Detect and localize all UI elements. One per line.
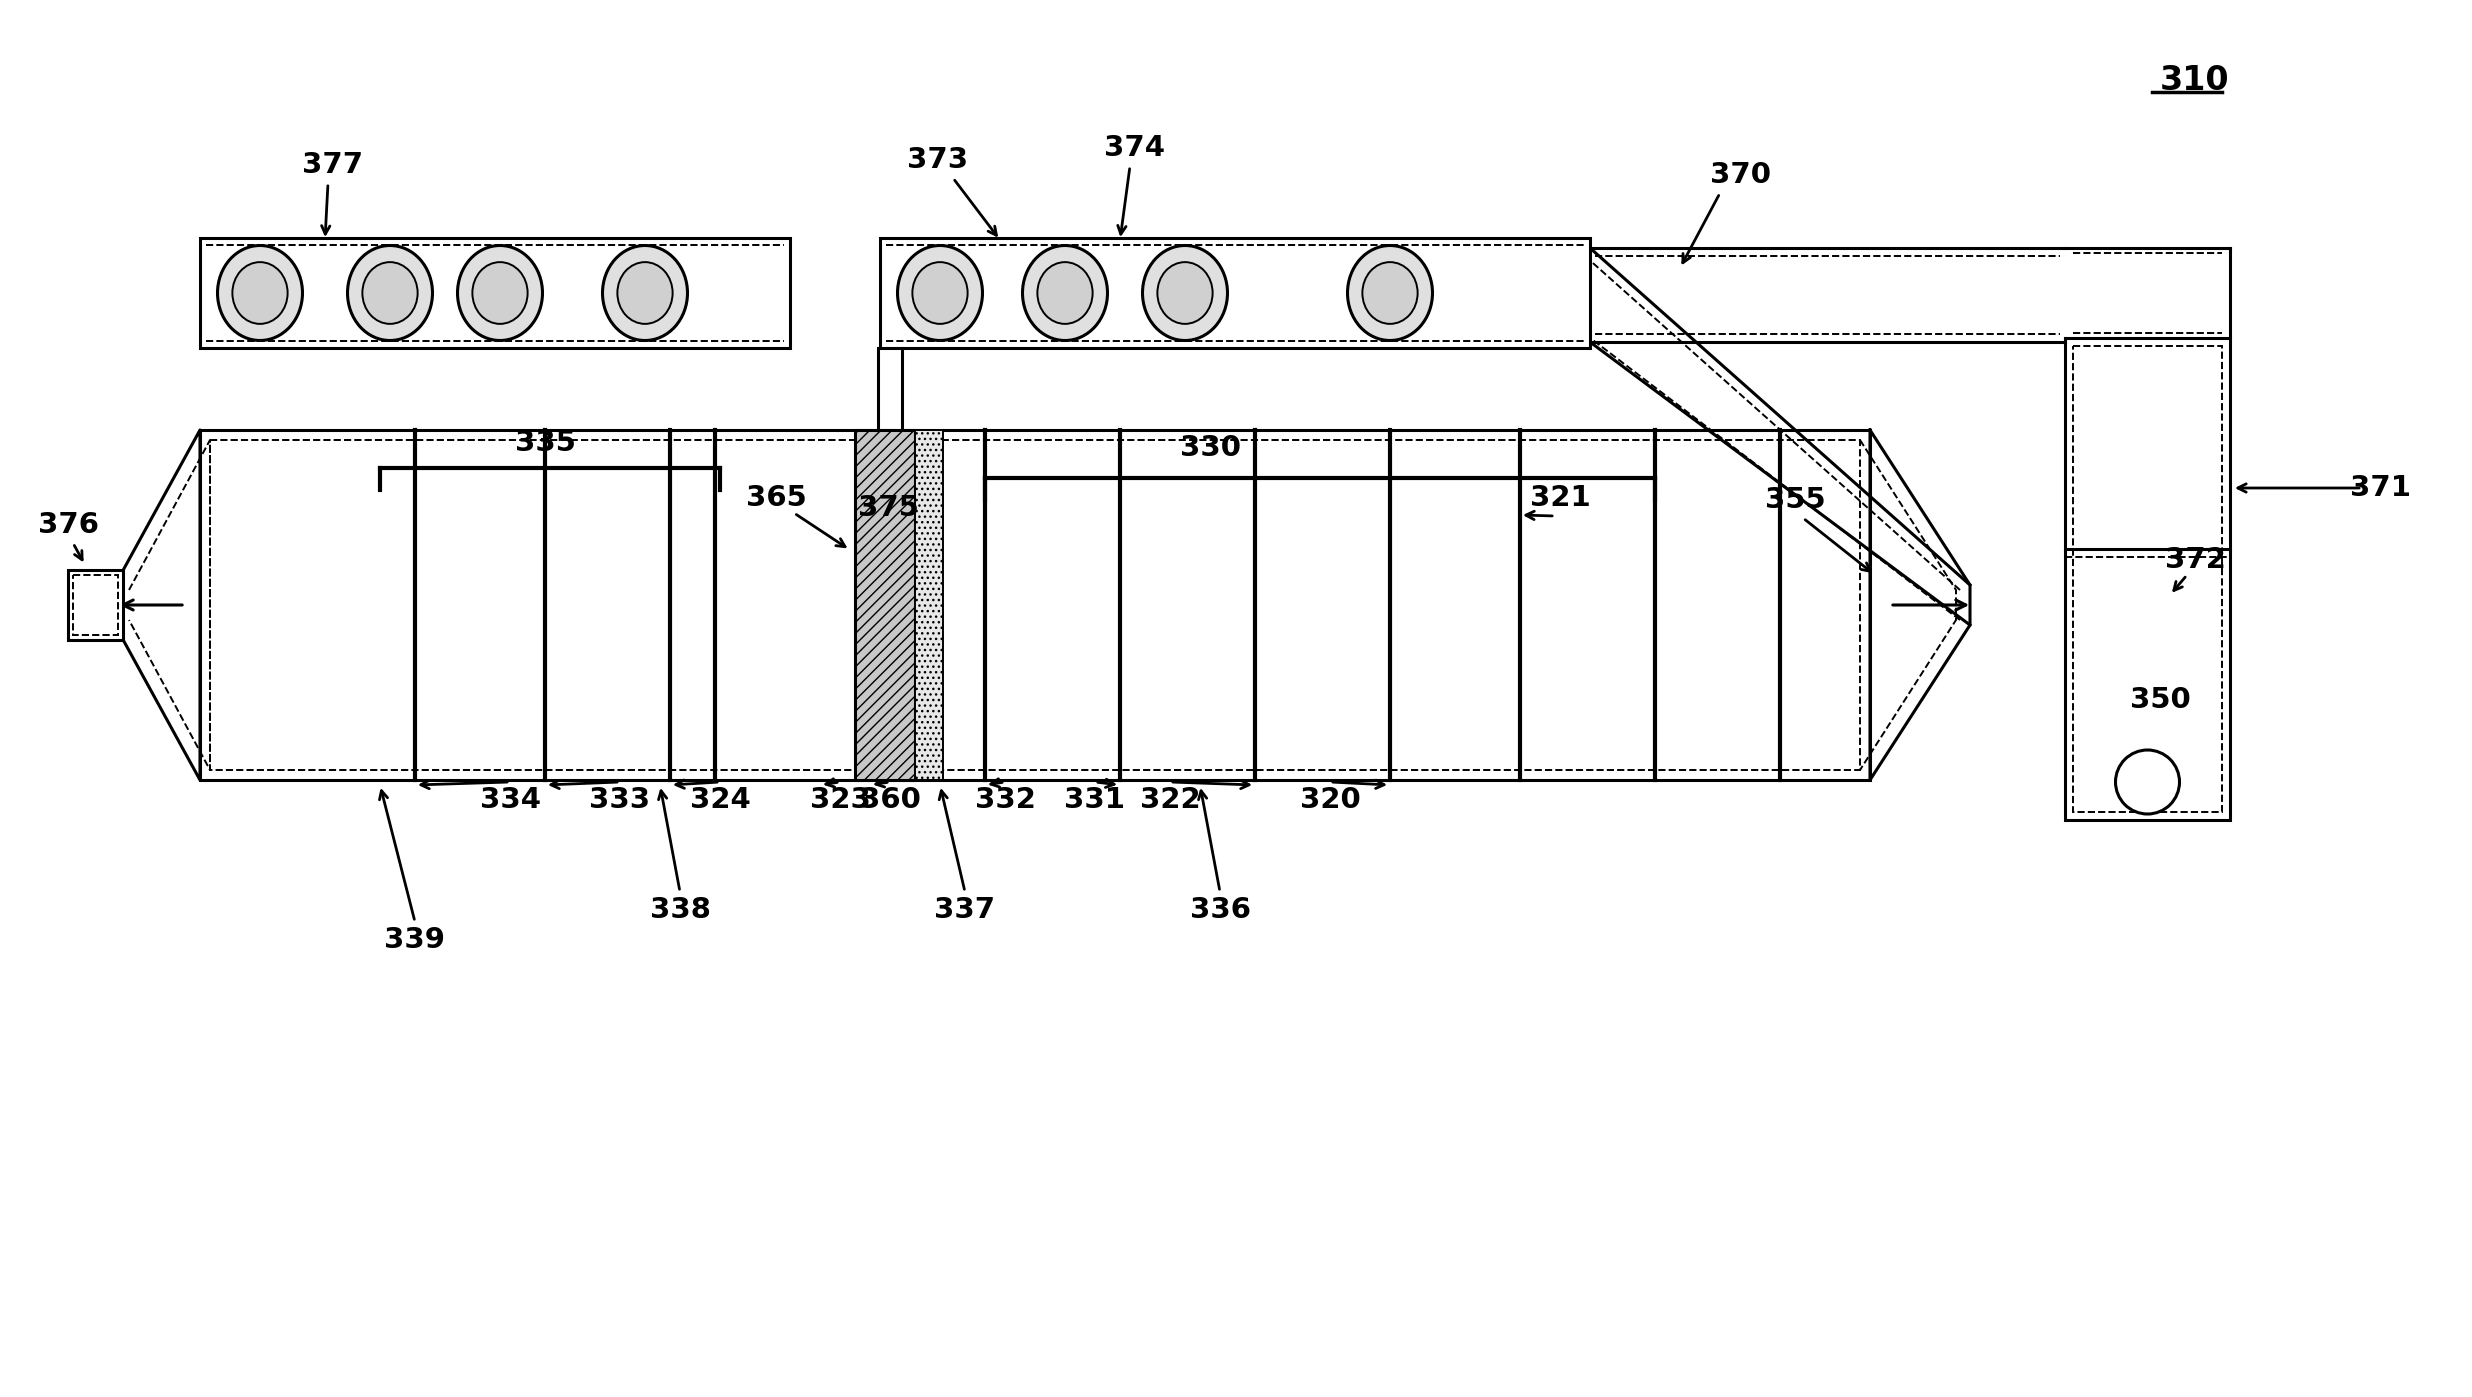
Ellipse shape	[472, 263, 527, 324]
Text: 374: 374	[1105, 134, 1164, 162]
Text: 355: 355	[1765, 486, 1824, 514]
Text: 323: 323	[808, 787, 870, 814]
Ellipse shape	[1023, 246, 1107, 341]
Ellipse shape	[1362, 263, 1416, 324]
Bar	[210, 440, 1859, 770]
Ellipse shape	[618, 263, 672, 324]
Text: 370: 370	[1711, 161, 1770, 189]
Text: 377: 377	[302, 151, 363, 179]
Text: 324: 324	[690, 787, 751, 814]
Ellipse shape	[1038, 263, 1093, 324]
Bar	[915, 430, 942, 780]
Text: 322: 322	[1140, 787, 1201, 814]
Text: 330: 330	[1179, 434, 1241, 462]
Text: 331: 331	[1065, 787, 1125, 814]
Text: 371: 371	[2348, 474, 2410, 502]
Text: 373: 373	[907, 147, 969, 175]
Text: 339: 339	[386, 926, 445, 954]
Text: 360: 360	[860, 787, 920, 814]
Text: 332: 332	[974, 787, 1036, 814]
Bar	[67, 570, 124, 640]
Bar	[880, 237, 1589, 348]
Text: 375: 375	[858, 495, 920, 522]
Bar	[855, 430, 915, 780]
Ellipse shape	[363, 263, 418, 324]
Text: 365: 365	[747, 483, 806, 511]
Ellipse shape	[1157, 263, 1214, 324]
Ellipse shape	[1347, 246, 1431, 341]
Text: 372: 372	[2165, 546, 2225, 574]
Text: 334: 334	[480, 787, 541, 814]
Text: 320: 320	[1300, 787, 1360, 814]
Ellipse shape	[1142, 246, 1229, 341]
Bar	[200, 430, 1869, 780]
Ellipse shape	[897, 246, 981, 341]
Bar	[2064, 338, 2230, 820]
Text: 336: 336	[1189, 895, 1251, 923]
Text: 310: 310	[2161, 63, 2230, 96]
Text: 376: 376	[37, 511, 99, 539]
Ellipse shape	[457, 246, 541, 341]
Circle shape	[2116, 750, 2180, 814]
Bar	[72, 576, 119, 636]
Ellipse shape	[603, 246, 687, 341]
Ellipse shape	[218, 246, 302, 341]
Text: 321: 321	[1530, 483, 1589, 511]
Ellipse shape	[232, 263, 287, 324]
Bar	[200, 237, 791, 348]
Bar	[2074, 346, 2222, 812]
Text: 333: 333	[588, 787, 650, 814]
Text: 335: 335	[514, 429, 576, 457]
Ellipse shape	[349, 246, 433, 341]
Text: 350: 350	[2128, 686, 2190, 714]
Ellipse shape	[912, 263, 967, 324]
Text: 337: 337	[934, 895, 996, 923]
Text: 338: 338	[650, 895, 709, 923]
